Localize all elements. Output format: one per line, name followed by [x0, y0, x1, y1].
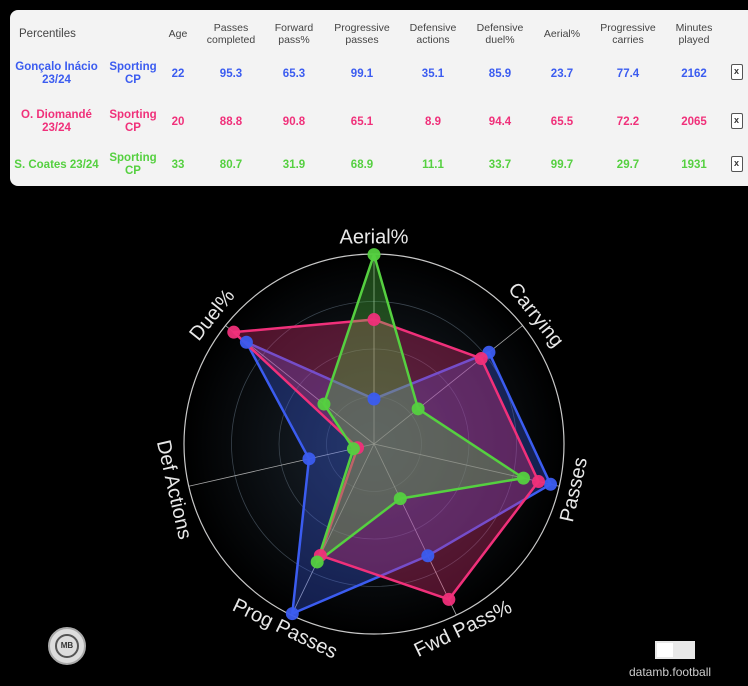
cell-passes-completed: 88.8: [219, 116, 243, 128]
table-row: O. Diomandé 23/24 Sporting CP 20 88.8 90…: [10, 97, 748, 147]
radar-point: [227, 325, 241, 339]
table-row: S. Coates 23/24 Sporting CP 33 80.7 31.9…: [10, 147, 748, 183]
cell-defensive-duel: 85.9: [488, 67, 512, 80]
brand-label: datamb.football: [629, 665, 712, 679]
theme-toggle[interactable]: [655, 641, 695, 659]
cell-remove: x: [717, 97, 748, 147]
header-minutes-played: Minutes played: [675, 22, 713, 46]
cell-defensive-duel: 33.7: [488, 159, 512, 171]
cell-minutes: 2162: [681, 67, 707, 80]
remove-player-button[interactable]: x: [731, 155, 743, 172]
radar-point: [239, 335, 253, 349]
team-name: Sporting CP: [109, 152, 157, 177]
header-age: Age: [168, 28, 188, 40]
header-progressive-carries: Progressive carries: [600, 22, 656, 46]
table-header-row: Percentiles Age Passes completed Forward…: [10, 18, 748, 50]
cell-aerial: 65.5: [550, 116, 574, 128]
radar-point: [367, 313, 381, 327]
team-name: Sporting CP: [109, 60, 157, 86]
percentile-table-card: Percentiles Age Passes completed Forward…: [10, 10, 748, 186]
cell-progressive-passes: 99.1: [350, 67, 374, 80]
header-defensive-actions: Defensive actions: [409, 22, 457, 46]
radar-series-area: [315, 253, 525, 564]
radar-spoke: [373, 325, 523, 445]
cell-defensive-actions: 35.1: [421, 67, 445, 80]
cell-progressive-carries: 72.2: [616, 116, 640, 128]
header-defensive-duel: Defensive duel%: [476, 22, 524, 46]
radar-point: [302, 452, 316, 466]
header-team-spacer: [103, 18, 163, 50]
theme-toggle-knob: [657, 643, 673, 657]
header-passes-completed: Passes completed: [206, 22, 256, 46]
cell-defensive-duel: 94.4: [488, 116, 512, 128]
cell-passes-completed: 80.7: [219, 159, 243, 171]
player-name: Gonçalo Inácio 23/24: [15, 60, 98, 86]
cell-progressive-carries: 77.4: [616, 67, 640, 80]
radar-point: [442, 592, 456, 606]
percentile-table: Percentiles Age Passes completed Forward…: [10, 18, 748, 183]
header-percentiles: Percentiles: [19, 28, 76, 40]
cell-forward-pass: 65.3: [282, 67, 306, 80]
cell-passes-completed: 95.3: [219, 67, 243, 80]
cell-minutes: 1931: [681, 159, 707, 171]
radar-series-area: [232, 318, 540, 601]
cell-forward-pass: 31.9: [282, 159, 306, 171]
radar-point: [346, 442, 360, 456]
mb-logo: MB: [48, 627, 86, 665]
cell-progressive-carries: 29.7: [616, 159, 640, 171]
cell-age: 20: [171, 116, 185, 128]
radar-point: [544, 477, 558, 491]
cell-remove: x: [717, 50, 748, 97]
radar-spoke: [291, 443, 375, 616]
cell-age: 33: [171, 159, 185, 171]
player-name: O. Diomandé 23/24: [21, 109, 92, 134]
radar-spoke: [373, 443, 457, 616]
table-row: Gonçalo Inácio 23/24 Sporting CP 22 95.3…: [10, 50, 748, 97]
header-remove-spacer: [717, 18, 748, 50]
cell-aerial: 23.7: [550, 67, 574, 80]
radar-point: [516, 471, 530, 485]
radar-point: [367, 248, 381, 262]
team-name: Sporting CP: [109, 109, 157, 134]
cell-forward-pass: 90.8: [282, 116, 306, 128]
cell-remove: x: [717, 147, 748, 183]
mb-logo-text: MB: [55, 634, 79, 658]
radar-point: [310, 555, 324, 569]
header-forward-pass: Forward pass%: [274, 22, 314, 46]
cell-progressive-passes: 68.9: [350, 159, 374, 171]
radar-axis-label: Aerial%: [340, 226, 409, 248]
cell-progressive-passes: 65.1: [350, 116, 374, 128]
radar-series: [227, 248, 558, 621]
radar-point: [367, 392, 381, 406]
radar-point: [474, 351, 488, 365]
radar-point: [285, 607, 299, 621]
radar-point: [421, 549, 435, 563]
header-progressive-passes: Progressive passes: [334, 22, 390, 46]
radar-point: [411, 402, 425, 416]
cell-defensive-actions: 11.1: [422, 159, 444, 171]
radar-point: [531, 475, 545, 489]
radar-point: [393, 492, 407, 506]
cell-aerial: 99.7: [550, 159, 574, 171]
radar-spoke: [188, 443, 375, 487]
remove-player-button[interactable]: x: [731, 64, 743, 80]
cell-minutes: 2065: [681, 116, 707, 128]
cell-defensive-actions: 8.9: [425, 116, 441, 128]
remove-player-button[interactable]: x: [731, 112, 743, 129]
cell-age: 22: [171, 67, 185, 80]
header-aerial: Aerial%: [543, 28, 581, 40]
player-name: S. Coates 23/24: [14, 158, 99, 171]
radar-point: [317, 397, 331, 411]
